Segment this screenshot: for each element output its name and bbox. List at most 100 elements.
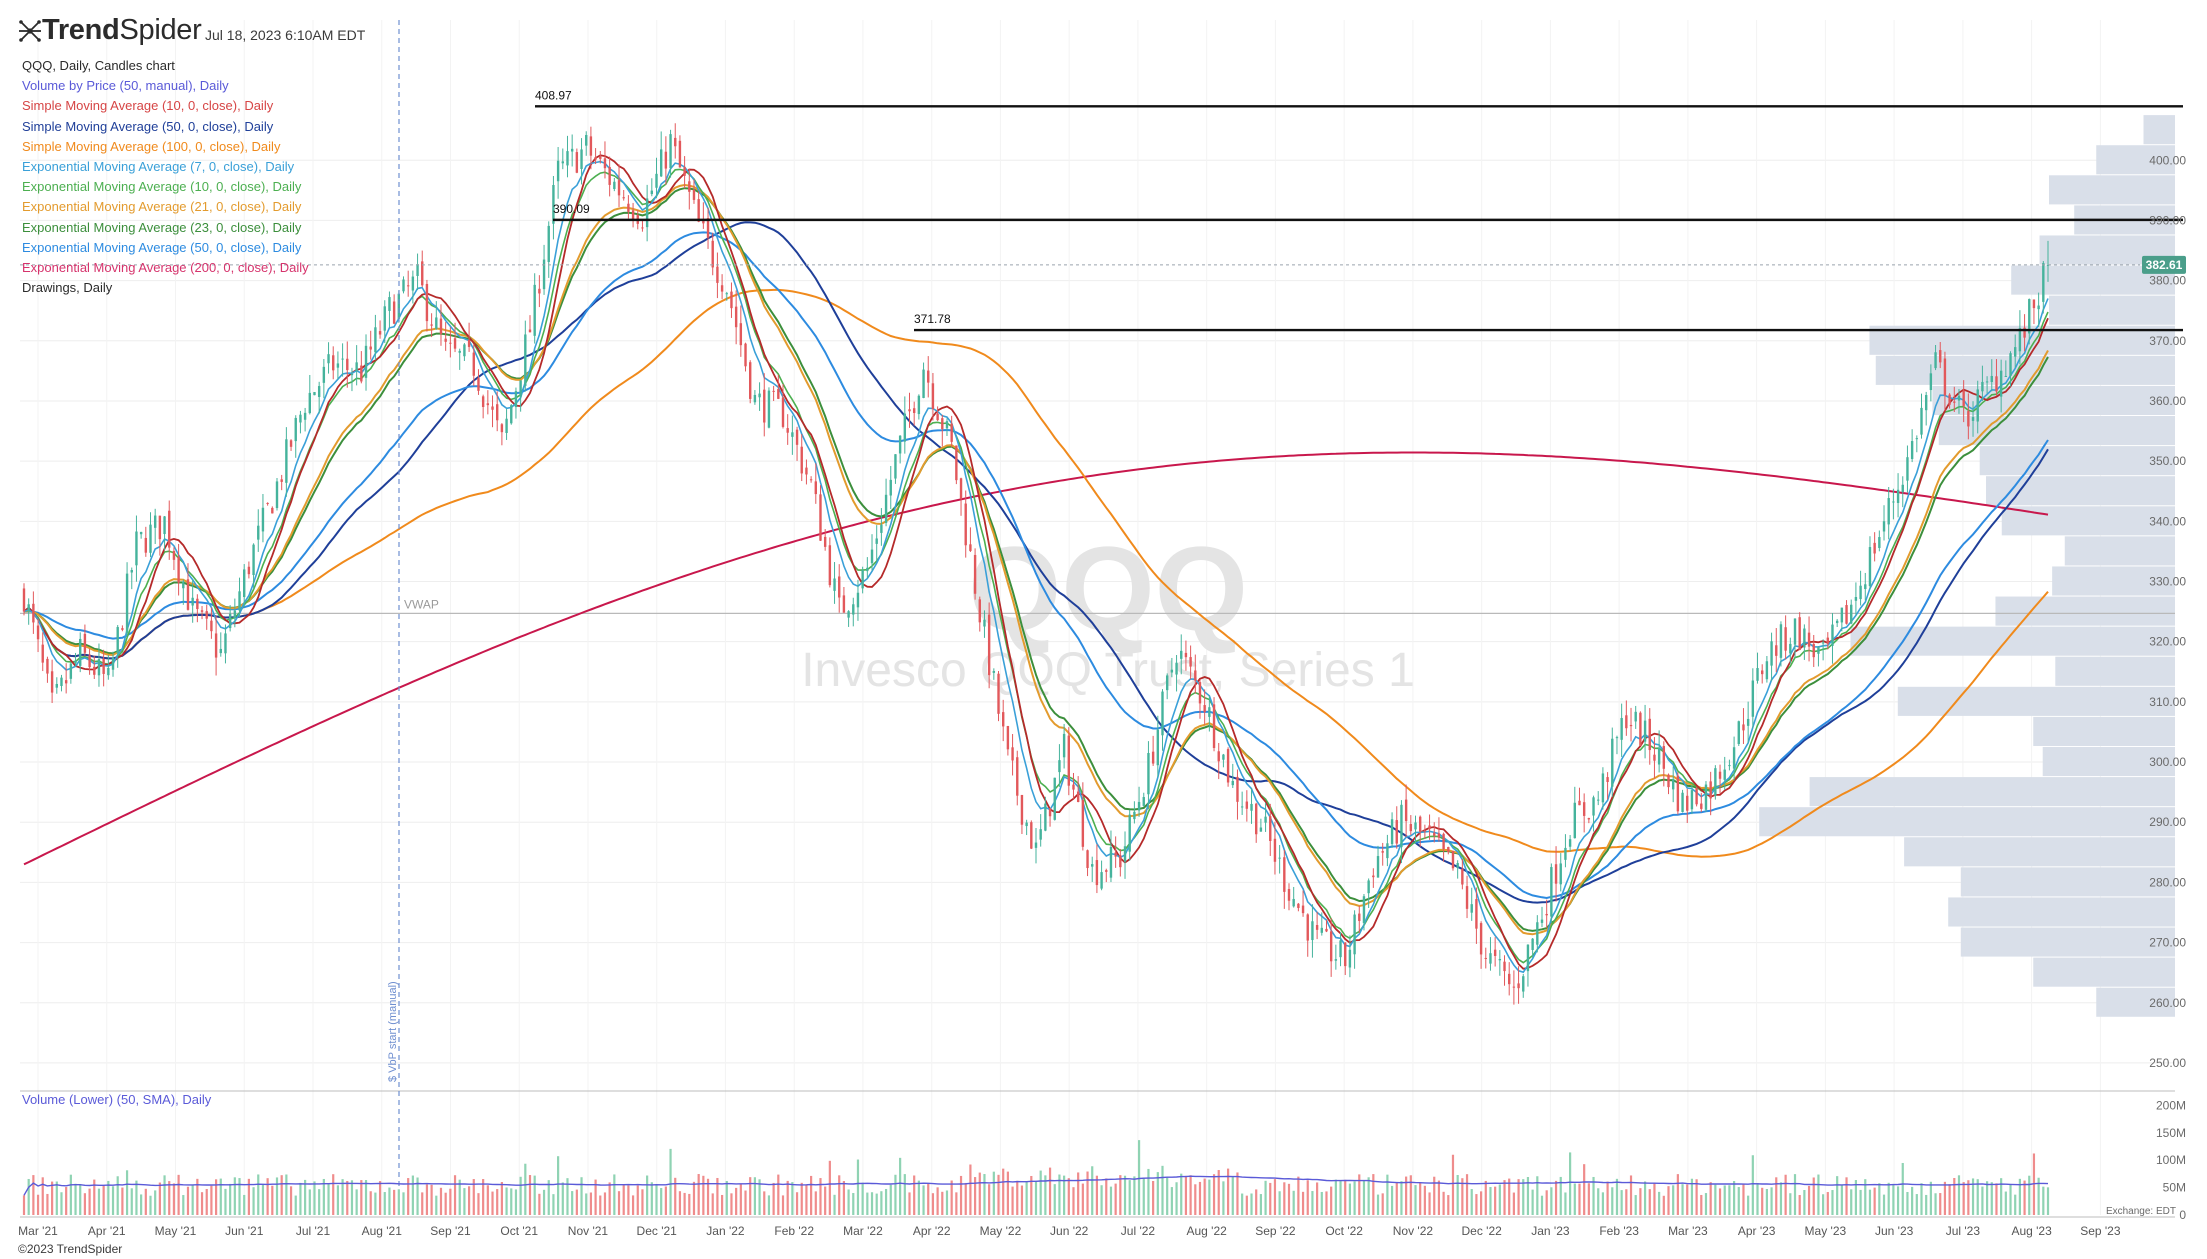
candle: [753, 390, 757, 405]
vbp-bar: [1986, 476, 2175, 506]
legend-item[interactable]: Exponential Moving Average (10, 0, close…: [22, 179, 302, 195]
legend-item[interactable]: Exponential Moving Average (50, 0, close…: [22, 239, 302, 255]
volume-bar: [1611, 1187, 1614, 1215]
volume-bar: [1250, 1193, 1253, 1215]
legend-item[interactable]: Simple Moving Average (50, 0, close), Da…: [22, 118, 274, 134]
candle-body: [1058, 760, 1061, 773]
candle-body: [83, 633, 87, 653]
brand-logo[interactable]: TrendSpider: [18, 14, 202, 47]
candle: [1531, 938, 1534, 958]
candle-body: [1859, 585, 1862, 600]
candle: [1845, 600, 1848, 625]
candle: [786, 414, 789, 445]
candle-body: [243, 569, 246, 598]
candle: [481, 394, 485, 419]
volume-bar: [627, 1185, 630, 1215]
candle-body: [964, 503, 967, 546]
candle: [1971, 401, 1975, 437]
legend-item[interactable]: Volume by Price (50, manual), Daily: [22, 78, 229, 94]
candle: [524, 320, 527, 392]
legend-item[interactable]: Simple Moving Average (10, 0, close), Da…: [22, 98, 274, 114]
time-tick-label: Jan '23: [1531, 1224, 1570, 1238]
volume-bar: [271, 1185, 274, 1215]
volume-bar: [1522, 1179, 1525, 1215]
candle: [1119, 848, 1122, 877]
candle-body: [528, 329, 532, 333]
candle-body: [547, 225, 550, 262]
volume-bar: [1283, 1182, 1286, 1215]
candle-body: [1034, 842, 1038, 848]
candle-body: [444, 338, 447, 342]
volume-bar: [1170, 1187, 1173, 1215]
candle-body: [800, 446, 803, 474]
vwap-label: VWAP: [404, 597, 439, 611]
candle: [285, 427, 288, 497]
candle-body: [505, 418, 508, 433]
legend-item[interactable]: Drawings, Daily: [22, 280, 113, 296]
candle: [1002, 699, 1005, 742]
price-axis: 400.00 390.00 380.00 370.00 360.00 350.00 340.…: [20, 153, 2186, 1070]
legend-item[interactable]: Simple Moving Average (100, 0, close), D…: [22, 138, 281, 154]
candle-body: [749, 362, 752, 399]
candle-body: [1095, 860, 1099, 886]
candle-body: [1109, 846, 1113, 878]
legend-item[interactable]: Exponential Moving Average (200, 0, clos…: [22, 260, 309, 276]
volume-bar: [833, 1194, 836, 1215]
volume-bar: [505, 1187, 508, 1215]
candle: [1554, 846, 1558, 902]
candle-body: [1423, 830, 1427, 832]
volume-tick-label: 50M: [2163, 1181, 2186, 1195]
candle: [1929, 364, 1933, 402]
time-tick-label: Aug '22: [1187, 1224, 1228, 1238]
candle: [1025, 819, 1028, 836]
candle: [1615, 735, 1619, 755]
candle-body: [1686, 795, 1689, 811]
volume-tick-label: 150M: [2156, 1126, 2186, 1140]
candle-body: [1831, 624, 1834, 646]
candle-body: [1493, 949, 1497, 956]
volume-legend[interactable]: Volume (Lower) (50, SMA), Daily: [22, 1092, 212, 1107]
legend-item[interactable]: QQQ, Daily, Candles chart: [22, 58, 175, 73]
candle-body: [1217, 751, 1220, 762]
volume-bar: [1226, 1168, 1230, 1215]
volume-bar: [1508, 1178, 1511, 1215]
volume-bar: [205, 1188, 208, 1215]
volume-bar: [767, 1195, 771, 1215]
candle: [83, 624, 87, 656]
volume-bar: [1526, 1177, 1530, 1215]
candle-body: [257, 525, 260, 540]
candle: [1189, 645, 1192, 680]
volume-bar: [1868, 1189, 1872, 1215]
legend-item[interactable]: Exponential Moving Average (23, 0, close…: [22, 219, 302, 235]
candle: [655, 157, 658, 199]
candle: [144, 526, 148, 557]
volume-bar: [210, 1185, 213, 1215]
volume-bar: [1859, 1189, 1862, 1215]
candle: [683, 156, 686, 189]
volume-bar: [988, 1184, 991, 1215]
candle-body: [1985, 381, 1989, 383]
candle-body: [1137, 801, 1141, 811]
candle-body: [1564, 847, 1567, 860]
candle: [421, 250, 424, 288]
volume-bar: [97, 1188, 101, 1215]
candle-body: [556, 160, 560, 182]
legend-item[interactable]: Exponential Moving Average (7, 0, close)…: [22, 159, 295, 175]
candle: [1789, 637, 1792, 664]
candle: [842, 586, 846, 613]
candle: [172, 547, 176, 571]
volume-bar: [360, 1180, 363, 1215]
volume-bar: [135, 1180, 138, 1215]
candle: [500, 423, 504, 446]
candle: [875, 525, 878, 561]
volume-bar: [514, 1189, 518, 1215]
candle-body: [1582, 802, 1586, 816]
legend-item[interactable]: Exponential Moving Average (21, 0, close…: [22, 199, 302, 215]
candle: [46, 656, 49, 683]
candle-body: [599, 156, 602, 159]
volume-bar: [580, 1177, 583, 1215]
candle: [406, 270, 410, 297]
candle-body: [1948, 394, 1951, 405]
candle-body: [1906, 457, 1909, 481]
